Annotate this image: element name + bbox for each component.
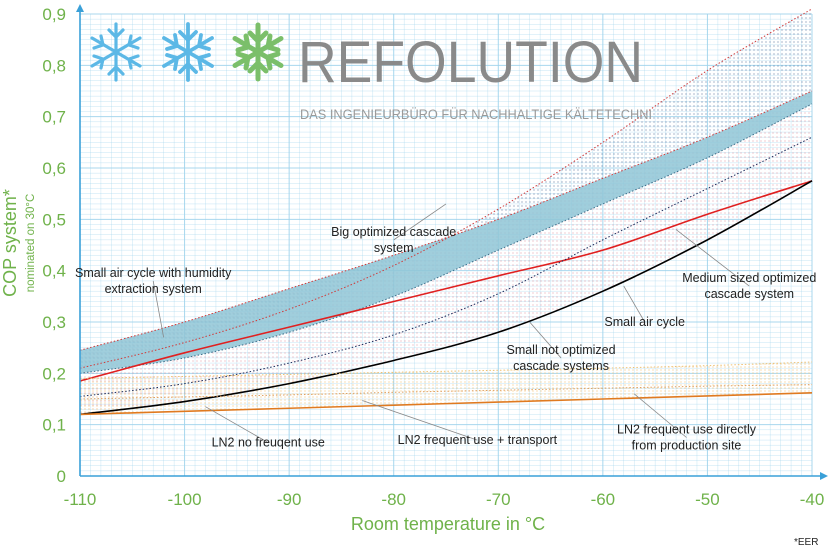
y-axis-arrow	[76, 4, 84, 12]
x-tick-label: -40	[800, 490, 825, 509]
annotation-label: cascade systems	[513, 359, 609, 373]
brand-tagline: DAS INGENIEURBÜRO FÜR NACHHALTIGE KÄLTET…	[300, 107, 652, 122]
brand-name: REFOLUTION	[298, 30, 643, 95]
x-tick-label: -110	[64, 490, 97, 509]
series-line	[79, 8, 813, 369]
band-big-optimized-cascade	[80, 91, 812, 374]
series-line	[79, 180, 813, 382]
x-tick-label: -80	[381, 490, 406, 509]
series-line	[79, 136, 813, 397]
series-line	[79, 361, 813, 379]
series-line	[79, 384, 813, 400]
snowflake-icon	[162, 22, 214, 82]
y-tick-label: 0,9	[42, 5, 66, 24]
annotation-label: Small air cycle	[604, 315, 685, 329]
x-tick-label: -70	[486, 490, 511, 509]
annotation-leader-line	[393, 203, 447, 241]
snowflake-icon	[90, 22, 142, 82]
annotation-label: extraction system	[105, 282, 202, 296]
annotation-label: LN2 frequent use + transport	[398, 433, 558, 447]
series-line	[79, 103, 813, 374]
y-tick-label: 0,2	[42, 364, 66, 383]
annotation-leader-line	[529, 321, 562, 359]
y-tick-label: 0,5	[42, 210, 66, 229]
y-tick-label: 0,8	[42, 56, 66, 75]
y-tick-label: 0,1	[42, 416, 66, 435]
y-tick-label: 0,6	[42, 159, 66, 178]
x-tick-label: -50	[695, 490, 720, 509]
y-tick-label: 0,7	[42, 108, 66, 127]
footnote: *EER	[794, 537, 818, 548]
annotation-label: LN2 frequent use directly	[617, 423, 757, 437]
y-tick-label: 0,4	[42, 262, 66, 281]
annotation-leader-line	[675, 229, 750, 287]
y-tick-label: 0,3	[42, 313, 66, 332]
x-axis-arrow	[820, 472, 828, 480]
y-axis-title: COP system*	[0, 189, 20, 297]
annotation-label: cascade system	[704, 287, 794, 301]
axes	[76, 4, 828, 480]
y-tick-label: 0	[57, 467, 66, 486]
tick-labels: -110 -100 -90 -80 -70 -60 -50 -40 0 0,1 0,2 0,3 0,4 0…	[42, 5, 824, 509]
annotation-label: Medium sized optimized	[682, 271, 816, 285]
annotation-leader-line	[362, 400, 478, 441]
annotation-label: from production site	[632, 439, 742, 453]
x-tick-label: -90	[277, 490, 302, 509]
annotation-leaders	[152, 203, 750, 443]
annotations: Big optimized cascade system Small air cyc…	[75, 225, 816, 453]
annotation-leader-line	[152, 280, 165, 338]
annotation-label: Small not optimized	[506, 343, 615, 357]
annotation-leader-line	[623, 285, 646, 323]
brand-logo: REFOLUTION DAS INGENIEURBÜRO FÜR NACHHAL…	[90, 22, 652, 122]
annotation-label: Small air cycle with humidity	[75, 266, 232, 280]
x-axis-title: Room temperature in °C	[351, 514, 545, 534]
annotation-label: system	[374, 241, 414, 255]
series-line	[79, 90, 813, 351]
x-tick-label: -100	[168, 490, 202, 509]
annotation-label: Big optimized cascade	[331, 225, 456, 239]
y-axis-subtitle: nominated on 30°C	[25, 194, 37, 293]
annotation-leader-line	[205, 406, 269, 443]
x-tick-label: -60	[591, 490, 616, 509]
series-line	[79, 392, 813, 416]
annotation-leader-line	[633, 393, 687, 438]
snowflake-icon	[232, 22, 284, 82]
annotation-label: LN2 no freuqent use	[212, 436, 325, 450]
